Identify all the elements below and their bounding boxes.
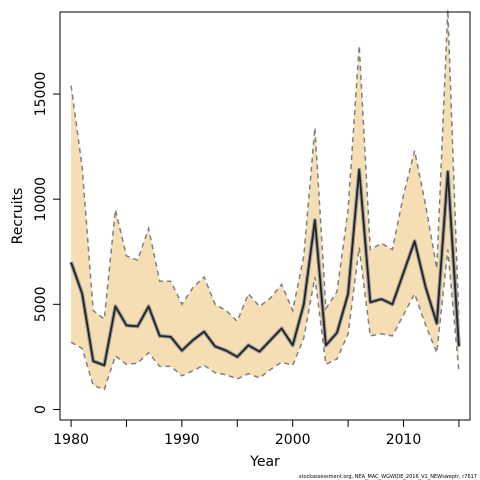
confidence-band [71,9,459,390]
y-tick-label: 0 [33,405,49,414]
estimate-line [70,168,460,367]
lower-bound-line [70,247,460,391]
y-tick-label: 5000 [33,286,49,322]
y-tick-label: 15000 [33,72,49,117]
x-tick-label: 2010 [386,432,422,448]
x-tick-label: 1980 [53,432,89,448]
y-axis-title: Recruits [10,188,26,245]
x-tick-label: 2000 [275,432,311,448]
upper-bound-line [70,9,460,323]
x-tick-label: 1990 [164,432,200,448]
y-tick-label: 10000 [33,177,49,222]
plot-frame [59,11,471,421]
footnote: stockassessment.org, NEA_MAC_WGWIDE_2016… [299,474,477,480]
x-axis-title: Year [249,454,280,470]
